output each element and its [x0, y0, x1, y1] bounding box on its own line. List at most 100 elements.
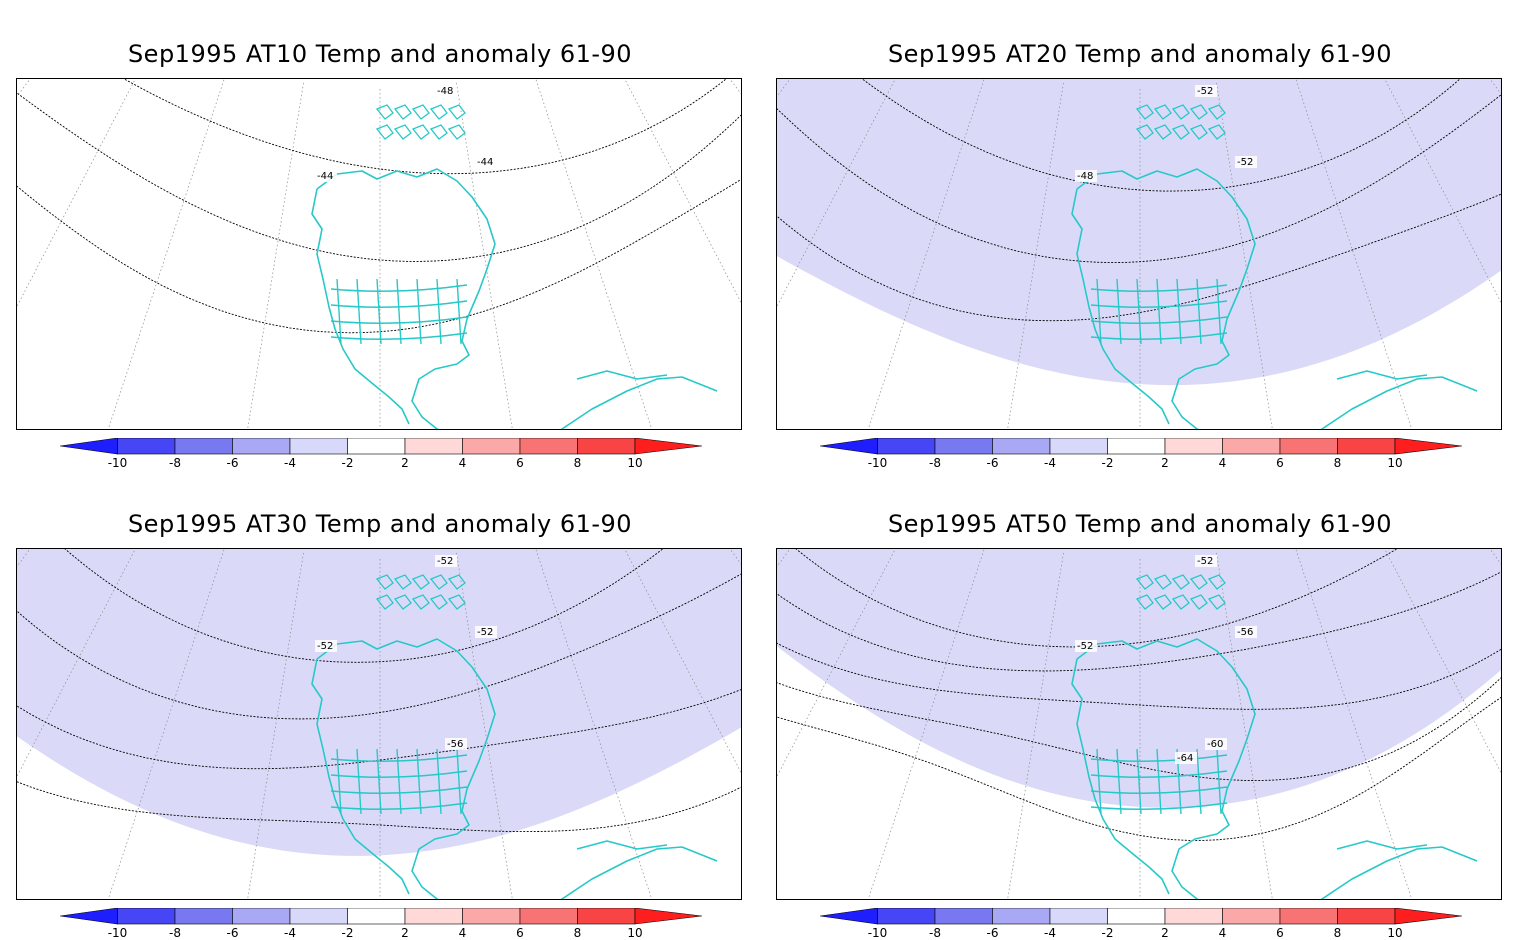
- colorbar-label: -6: [226, 456, 239, 470]
- state-border: [1090, 332, 1228, 340]
- colorbar-arrow-left: [819, 907, 878, 925]
- coastline: [576, 370, 668, 380]
- colorbar-label: -10: [867, 456, 888, 470]
- colorbar-svg: [819, 907, 1463, 925]
- coastline: [576, 840, 668, 850]
- colorbar-segment: [462, 907, 521, 925]
- colorbar-label: 10: [1387, 926, 1403, 940]
- colorbar-arrow-right: [1394, 437, 1463, 455]
- panel-at20: Sep1995 AT20 Temp and anomaly 61-90 -52-…: [760, 0, 1520, 470]
- contour-label: -56: [447, 739, 463, 750]
- colorbar-label: 8: [1333, 926, 1342, 940]
- colorbar-segment: [289, 437, 348, 455]
- contour-label-bg: [1195, 85, 1217, 97]
- colorbar-segment: [117, 907, 176, 925]
- colorbar-label: -4: [1044, 456, 1056, 470]
- colorbar-segment: [1107, 437, 1166, 455]
- colorbar-label: 2: [401, 456, 409, 470]
- longitude-gridline: [247, 82, 304, 429]
- colorbar-segment: [877, 907, 936, 925]
- colorbar-segment: [1222, 907, 1281, 925]
- colorbar-label: -10: [107, 456, 128, 470]
- colorbar-label: -10: [867, 926, 888, 940]
- arctic-island: [411, 574, 430, 590]
- map-svg: -52 -52 -56 -60 -64: [777, 549, 1501, 899]
- coastline: [311, 658, 410, 895]
- contour-label-bg: [315, 170, 337, 182]
- colorbar-label: 2: [1161, 456, 1169, 470]
- state-border: [330, 770, 468, 778]
- colorbar-segment: [289, 907, 348, 925]
- arctic-island: [1207, 124, 1226, 140]
- arctic-island: [447, 104, 466, 120]
- state-border: [1090, 770, 1228, 778]
- arctic-island: [1207, 104, 1226, 120]
- contour-label-bg: [475, 156, 497, 168]
- colorbar-segment: [1279, 907, 1338, 925]
- colorbar-arrow-left: [59, 437, 118, 455]
- colorbar-segment: [519, 437, 578, 455]
- state-border: [1216, 278, 1222, 345]
- contour-label: -64: [1177, 753, 1193, 764]
- temperature-contour: [123, 79, 727, 175]
- longitude-gridline: [17, 79, 31, 98]
- temperature-contour: [17, 781, 741, 833]
- longitude-gridline: [107, 549, 225, 899]
- colorbar-svg: [819, 437, 1463, 455]
- arctic-island: [447, 594, 466, 610]
- coastline: [1320, 376, 1478, 429]
- arctic-island: [375, 574, 394, 590]
- arctic-island: [1189, 104, 1208, 120]
- state-border: [1090, 316, 1228, 324]
- contour-label: -52: [437, 556, 453, 567]
- longitude-gridline: [535, 79, 653, 429]
- colorbar-label: -4: [284, 926, 296, 940]
- colorbar-label: -8: [929, 926, 941, 940]
- map-frame: -48 -44 -44: [16, 78, 742, 430]
- colorbar: -10 -8 -6 -4 -2 2 4 6 8 10: [59, 437, 703, 470]
- contour-label-bg: [1205, 738, 1227, 750]
- arctic-island: [1135, 124, 1154, 140]
- temperature-contour: [777, 94, 1501, 264]
- colorbar: -10 -8 -6 -4 -2 2 4 6 8 10: [819, 907, 1463, 940]
- longitude-gridline: [456, 552, 513, 899]
- state-border: [1136, 278, 1142, 345]
- colorbar-segment: [992, 907, 1051, 925]
- colorbar: -10 -8 -6 -4 -2 2 4 6 8 10: [819, 437, 1463, 470]
- longitude-gridline: [867, 549, 985, 899]
- colorbar-segment: [232, 437, 291, 455]
- coastline: [1076, 168, 1256, 429]
- arctic-island: [1171, 594, 1190, 610]
- panel-title: Sep1995 AT30 Temp and anomaly 61-90: [127, 510, 633, 538]
- map-svg: -48 -44 -44: [17, 79, 742, 429]
- contour-label-bg: [435, 555, 457, 567]
- contour-label: -56: [1237, 627, 1253, 638]
- arctic-island: [1153, 574, 1172, 590]
- colorbar-label: -2: [341, 456, 354, 470]
- contour-label-bg: [315, 640, 337, 652]
- colorbar-label: 4: [1218, 926, 1227, 940]
- coastline-group: [311, 104, 718, 429]
- coastline: [560, 376, 718, 429]
- arctic-island: [411, 594, 430, 610]
- arctic-island: [1171, 124, 1190, 140]
- longitude-gridline: [107, 79, 225, 429]
- arctic-island: [429, 594, 448, 610]
- arctic-island: [393, 104, 412, 120]
- colorbar-label: -6: [986, 926, 999, 940]
- arctic-island: [429, 104, 448, 120]
- coastline: [560, 846, 718, 899]
- colorbar-segment: [577, 907, 636, 925]
- colorbar-label: 6: [1276, 926, 1284, 940]
- longitude-gridline: [1007, 552, 1064, 899]
- contour-label: -52: [1197, 86, 1213, 97]
- longitude-gridline: [1007, 82, 1064, 429]
- longitude-gridline: [724, 79, 742, 222]
- arctic-island: [1207, 594, 1226, 610]
- colorbar-label: -8: [169, 456, 181, 470]
- longitude-gridline: [729, 79, 741, 95]
- contour-label: -44: [477, 157, 493, 168]
- state-border: [1196, 748, 1202, 815]
- arctic-island: [1189, 124, 1208, 140]
- map-frame: -52 -52 -52 -56: [16, 548, 742, 900]
